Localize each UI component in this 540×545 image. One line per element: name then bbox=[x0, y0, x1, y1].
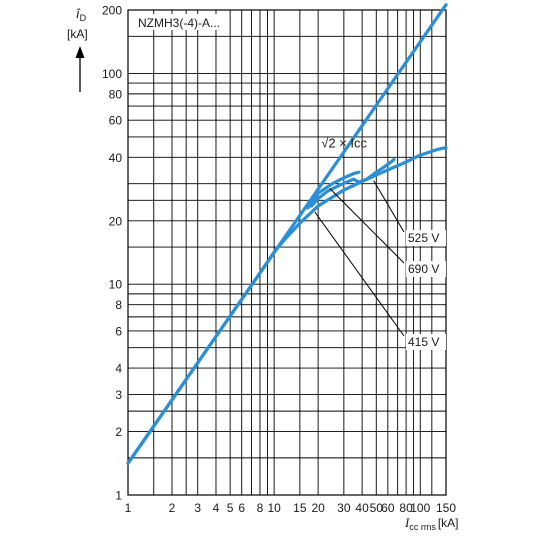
y-tick-label: 60 bbox=[109, 114, 123, 128]
x-axis-unit: [kA] bbox=[438, 516, 459, 530]
x-axis-label: Icc rms [kA] bbox=[404, 515, 459, 532]
series-line-3 bbox=[306, 170, 361, 210]
annotation-leader-line bbox=[373, 180, 405, 233]
x-tick-label: 40 bbox=[355, 501, 369, 515]
y-tick-label: 4 bbox=[115, 362, 122, 376]
x-tick-label: 5 bbox=[227, 501, 234, 515]
x-tick-label: 3 bbox=[194, 501, 201, 515]
y-tick-label: 8 bbox=[115, 298, 122, 312]
annotation-label-bg bbox=[406, 230, 446, 246]
y-tick-label: 20 bbox=[109, 214, 123, 228]
annotation-leader-line bbox=[329, 188, 405, 264]
x-tick-label: 30 bbox=[337, 501, 351, 515]
x-tick-label: 1 bbox=[125, 501, 132, 515]
y-tick-label: 2 bbox=[115, 425, 122, 439]
x-axis-symbol-sub: cc rms bbox=[409, 522, 436, 532]
y-tick-label: 10 bbox=[109, 278, 123, 292]
chart-title: NZMH3(-4)-A... bbox=[138, 16, 220, 30]
x-tick-label: 4 bbox=[213, 501, 220, 515]
series-label-sqrt2-icc: √2 × Icc bbox=[321, 136, 367, 151]
grid-lines bbox=[128, 10, 446, 495]
x-tick-label: 20 bbox=[311, 501, 325, 515]
series-group: √2 × Icc bbox=[126, 3, 448, 465]
series-line-2 bbox=[309, 158, 396, 208]
x-tick-label: 8 bbox=[257, 501, 264, 515]
y-tick-label: 40 bbox=[109, 151, 123, 165]
x-axis-symbol: I bbox=[404, 515, 410, 530]
x-tick-label: 60 bbox=[381, 501, 395, 515]
y-axis-unit: [kA] bbox=[67, 27, 88, 41]
plot-frame bbox=[127, 9, 447, 496]
annotation-label-bg bbox=[406, 261, 446, 277]
y-tick-label: 1 bbox=[115, 489, 122, 503]
x-tick-label: 50 bbox=[370, 501, 384, 515]
y-axis-arrow-icon bbox=[75, 46, 85, 92]
title-box bbox=[134, 14, 228, 30]
x-tick-label: 10 bbox=[267, 501, 281, 515]
y-tick-label: 3 bbox=[115, 388, 122, 402]
annotation-leader-line bbox=[314, 211, 405, 337]
x-tick-label: 100 bbox=[410, 501, 430, 515]
y-tick-label: 6 bbox=[115, 324, 122, 338]
annotation-label: 690 V bbox=[408, 262, 439, 276]
x-tick-label: 6 bbox=[238, 501, 245, 515]
y-tick-label: 100 bbox=[102, 67, 122, 81]
annotation-label: 525 V bbox=[408, 231, 439, 245]
y-tick-label: 200 bbox=[102, 4, 122, 18]
y-axis-symbol-sub: D bbox=[80, 13, 87, 23]
annotation-leaders: 525 V 690 V 415 V bbox=[314, 180, 446, 350]
y-axis-symbol-main: î bbox=[76, 6, 81, 21]
y-axis-symbol: îD bbox=[76, 6, 87, 23]
y-tick-label: 80 bbox=[109, 87, 123, 101]
x-tick-label: 150 bbox=[436, 501, 456, 515]
annotation-label-bg bbox=[406, 334, 446, 350]
x-tick-label: 15 bbox=[293, 501, 307, 515]
x-tick-label: 80 bbox=[399, 501, 413, 515]
y-tick-labels: 1 2 3 4 6 8 10 20 40 60 80 100 200 bbox=[102, 4, 122, 503]
annotation-label: 415 V bbox=[408, 335, 439, 349]
x-tick-label: 2 bbox=[169, 501, 176, 515]
series-line-1 bbox=[126, 146, 448, 465]
